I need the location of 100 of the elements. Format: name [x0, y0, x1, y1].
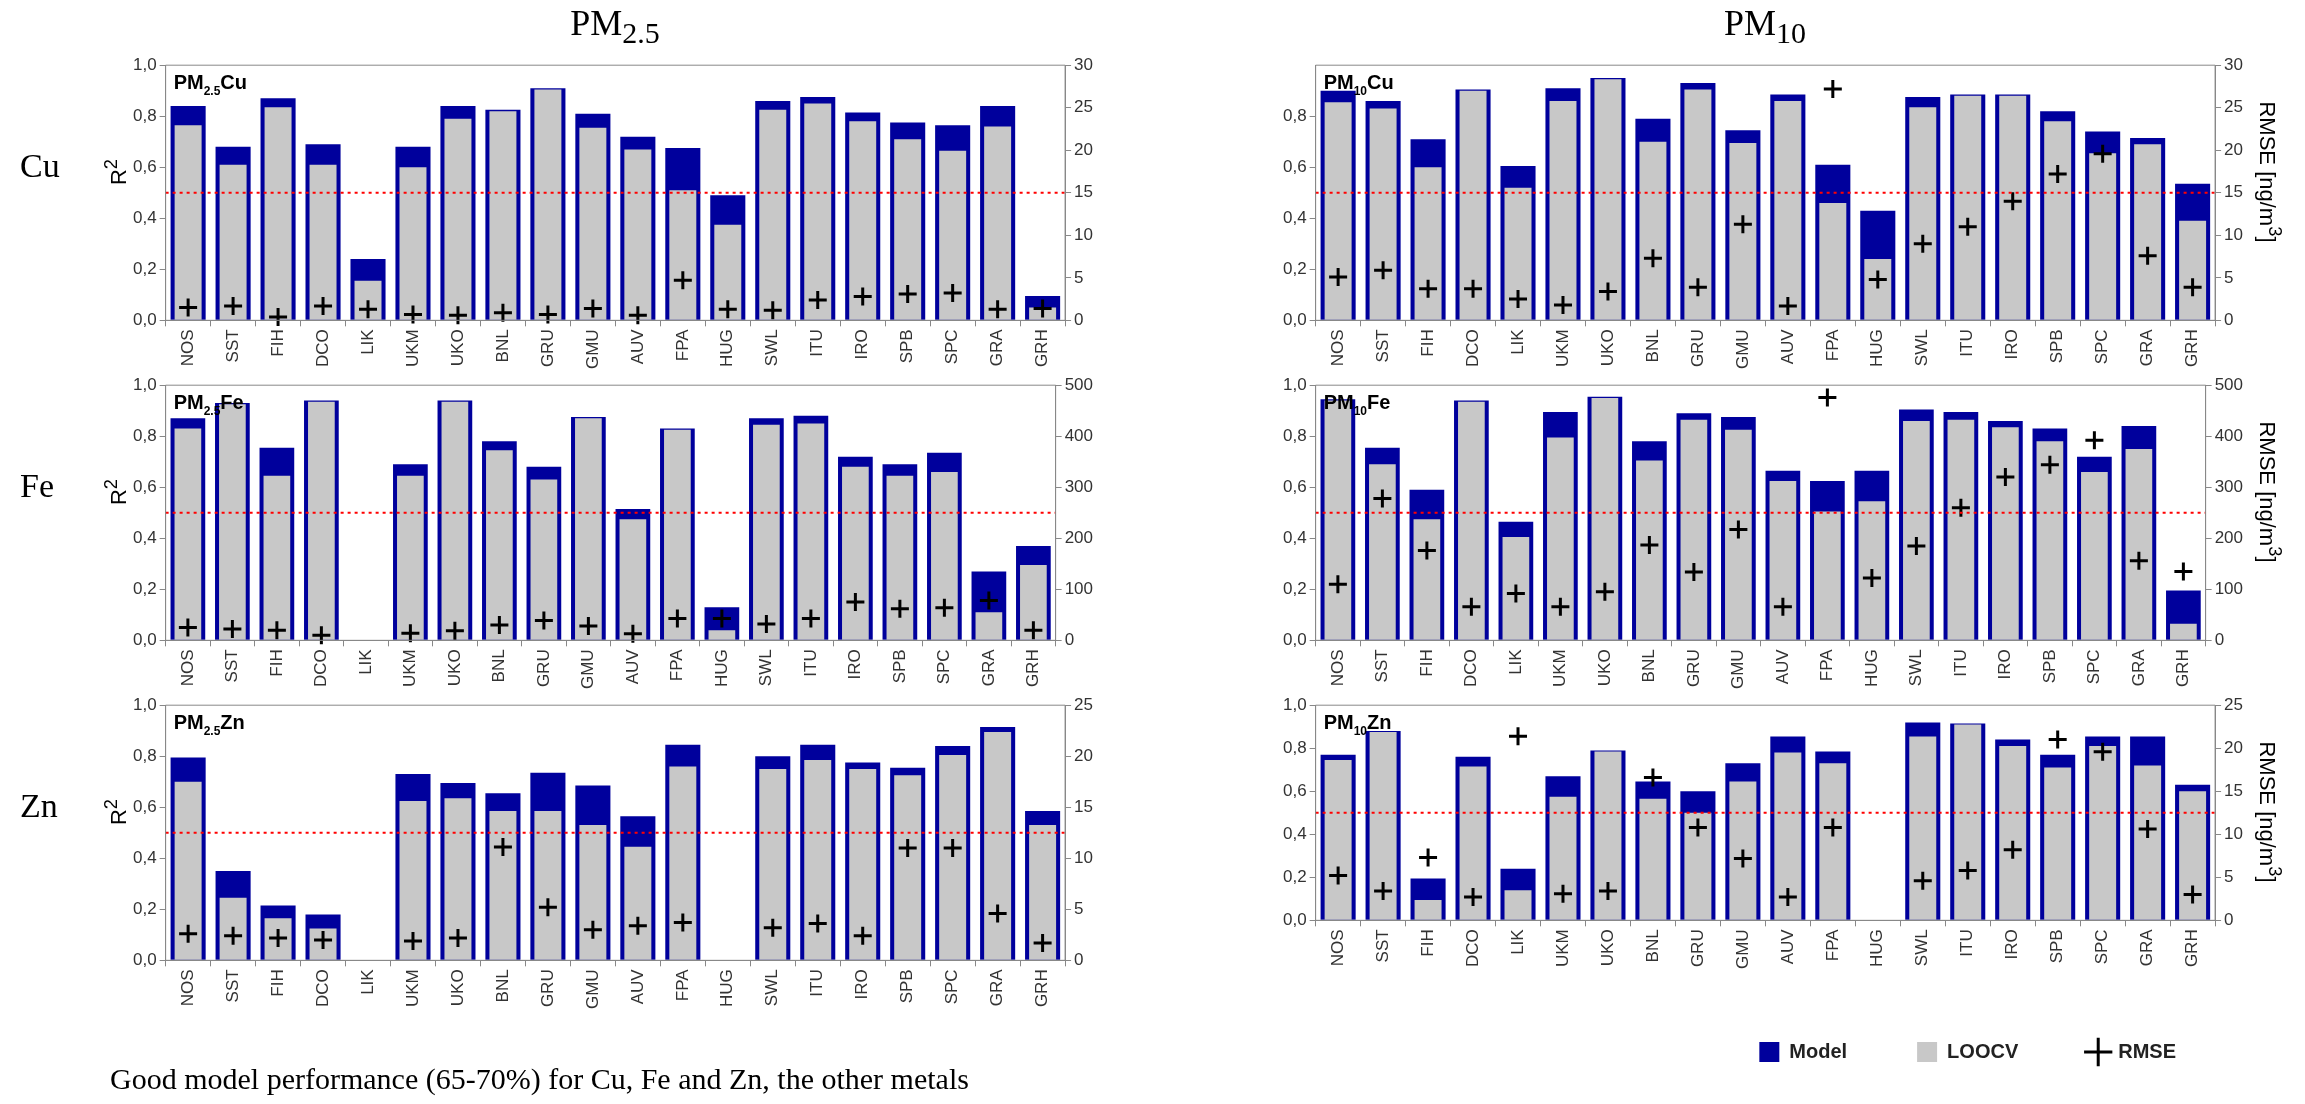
bar [1413, 519, 1441, 640]
point [987, 902, 1009, 924]
point [942, 837, 964, 859]
point [1022, 619, 1044, 641]
point [1687, 276, 1709, 298]
point [1822, 816, 1844, 838]
bar [264, 107, 292, 320]
y-tick-label: 0,6 [132, 476, 157, 496]
y-tick-label: 0,0 [132, 630, 157, 650]
point [2092, 741, 2114, 763]
bar [714, 224, 742, 320]
x-tick-label: UKO [1594, 649, 1614, 687]
y-tick-label: 0,0 [1282, 630, 1307, 650]
point [582, 919, 604, 941]
bar [174, 125, 202, 320]
bar [2036, 441, 2064, 640]
bar [797, 423, 825, 640]
x-tick-label: NOS [177, 329, 197, 367]
x-tick-label: UKM [400, 649, 420, 688]
y-tick-label: 0,4 [132, 527, 157, 547]
y2-tick-label: 0 [1074, 950, 1084, 970]
point [1683, 561, 1705, 583]
bar [309, 164, 337, 320]
y-tick-label: 0,6 [1282, 476, 1307, 496]
bar [759, 109, 787, 320]
point [582, 297, 604, 319]
bar [1324, 102, 1352, 320]
x-tick-label: SST [1372, 329, 1392, 363]
y-tick-label: 0,6 [132, 156, 157, 176]
bar [1729, 781, 1757, 920]
bar [886, 475, 914, 640]
bar [1947, 419, 1975, 640]
x-tick-label: UKO [447, 329, 467, 367]
y-tick-label: 0,0 [1282, 310, 1307, 330]
x-tick-label: HUG [717, 969, 737, 1008]
x-tick-label: SST [1372, 649, 1392, 683]
x-tick-label: SPC [934, 649, 954, 685]
x-tick-label: IRO [2002, 929, 2022, 960]
x-tick-label: SPB [2047, 929, 2067, 964]
bar [1547, 437, 1574, 640]
y2-tick-label: 15 [2224, 780, 2244, 800]
y2-tick-label: 25 [2224, 97, 2244, 117]
legend-label: RMSE [2118, 1039, 2177, 1062]
point [942, 282, 964, 304]
x-tick-label: UKO [1597, 329, 1617, 367]
x-tick-label: HUG [1861, 649, 1881, 688]
point [1727, 519, 1749, 541]
y2-tick-label: 20 [1074, 139, 1094, 159]
y-tick-label: 1,0 [1282, 374, 1307, 394]
y2-tick-label: 10 [1074, 847, 1094, 867]
text: Zn [20, 787, 58, 825]
y2-tick-label: 15 [1074, 182, 1094, 202]
bar [354, 280, 382, 320]
point [537, 303, 559, 325]
point [177, 923, 199, 945]
point [2047, 729, 2069, 751]
point [889, 598, 911, 620]
bar [669, 190, 697, 320]
y-tick-label: 0,6 [1282, 780, 1307, 800]
y2-tick-label: 20 [2224, 139, 2244, 159]
bar [1769, 480, 1797, 640]
point [1912, 870, 1934, 892]
text: Cu [20, 147, 60, 185]
point [1777, 295, 1799, 317]
x-tick-label: SWL [1912, 329, 1932, 367]
point [1950, 497, 1972, 519]
bar [2179, 220, 2207, 320]
y-tick-label: 0,8 [132, 745, 157, 765]
bar [624, 149, 652, 320]
x-tick-label: IRO [852, 329, 872, 360]
legend-label: LOOCV [1947, 1039, 2019, 1062]
x-tick-label: BNL [1642, 329, 1662, 363]
y-tick-label: 1,0 [132, 54, 157, 74]
bar [2081, 471, 2108, 640]
bar [1729, 143, 1757, 320]
bar [264, 918, 292, 960]
legend-label: Model [1789, 1039, 1848, 1062]
x-tick-label: GRU [537, 329, 557, 368]
point [1552, 294, 1574, 316]
y-tick-label: 0,2 [1282, 579, 1307, 598]
point [2182, 884, 2204, 906]
bar [804, 760, 832, 960]
point [844, 591, 866, 613]
bar [534, 811, 562, 960]
x-tick-label: GRU [533, 649, 553, 688]
x-tick-label: FIH [1417, 329, 1437, 357]
bar [444, 798, 472, 960]
x-tick-label: SPB [897, 969, 917, 1004]
y2-tick-label: 25 [1074, 694, 1094, 714]
x-tick-label: BNL [1639, 649, 1659, 683]
x-tick-label: IRO [845, 649, 865, 680]
y-tick-label: 0,2 [132, 259, 157, 278]
bar [1369, 464, 1396, 640]
x-tick-label: DCO [1462, 929, 1482, 968]
bar [444, 118, 472, 320]
point [2137, 818, 2159, 840]
x-tick-label: UKM [1550, 649, 1570, 688]
x-tick-label: AUV [627, 968, 647, 1005]
y2-tick-label: 400 [1064, 425, 1094, 445]
point [577, 615, 599, 637]
